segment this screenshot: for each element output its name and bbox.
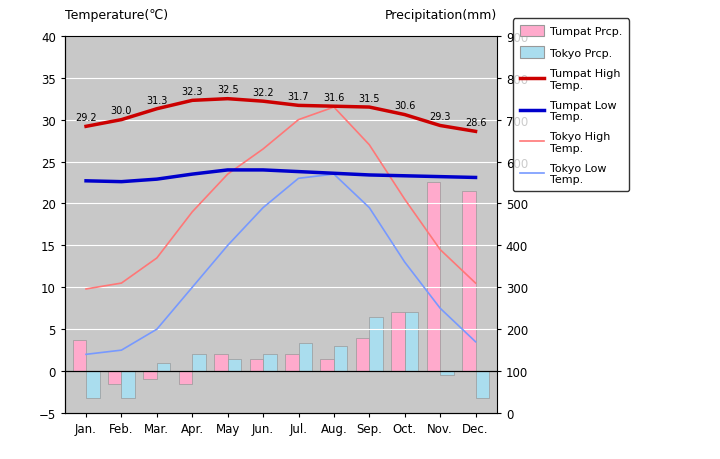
Bar (299, 344, 312, 371)
Bar (215, 354, 228, 371)
Text: 31.3: 31.3 (146, 95, 168, 105)
Text: 32.5: 32.5 (217, 85, 238, 95)
Bar (250, 359, 263, 371)
Bar (462, 191, 475, 371)
Text: Temperature(℃): Temperature(℃) (65, 9, 168, 22)
Text: 32.2: 32.2 (252, 88, 274, 98)
Bar (285, 354, 299, 371)
Text: 30.6: 30.6 (394, 101, 415, 111)
Bar (263, 354, 276, 371)
Bar (391, 313, 405, 371)
Bar (334, 346, 347, 371)
Text: 31.6: 31.6 (323, 93, 345, 103)
Text: 29.2: 29.2 (75, 113, 97, 123)
Text: 32.3: 32.3 (181, 87, 203, 97)
Text: Precipitation(mm): Precipitation(mm) (384, 9, 497, 22)
Bar (157, 363, 171, 371)
Bar (320, 359, 334, 371)
Bar (108, 371, 122, 384)
Text: 31.7: 31.7 (288, 92, 310, 102)
Text: 29.3: 29.3 (429, 112, 451, 122)
Bar (369, 317, 383, 371)
Bar (192, 354, 206, 371)
Bar (356, 338, 369, 371)
Bar (427, 183, 440, 371)
Bar (143, 371, 157, 380)
Bar (405, 313, 418, 371)
Text: 28.6: 28.6 (465, 118, 486, 128)
Bar (86, 371, 99, 398)
Bar (122, 371, 135, 398)
Bar (440, 371, 454, 375)
Bar (228, 359, 241, 371)
Bar (179, 371, 192, 384)
Bar (73, 340, 86, 371)
Text: 31.5: 31.5 (359, 94, 380, 104)
Text: 30.0: 30.0 (111, 106, 132, 116)
Bar (475, 371, 489, 398)
Legend: Tumpat Prcp., Tokyo Prcp., Tumpat High
Temp., Tumpat Low
Temp., Tokyo High
Temp.: Tumpat Prcp., Tokyo Prcp., Tumpat High T… (513, 19, 629, 191)
